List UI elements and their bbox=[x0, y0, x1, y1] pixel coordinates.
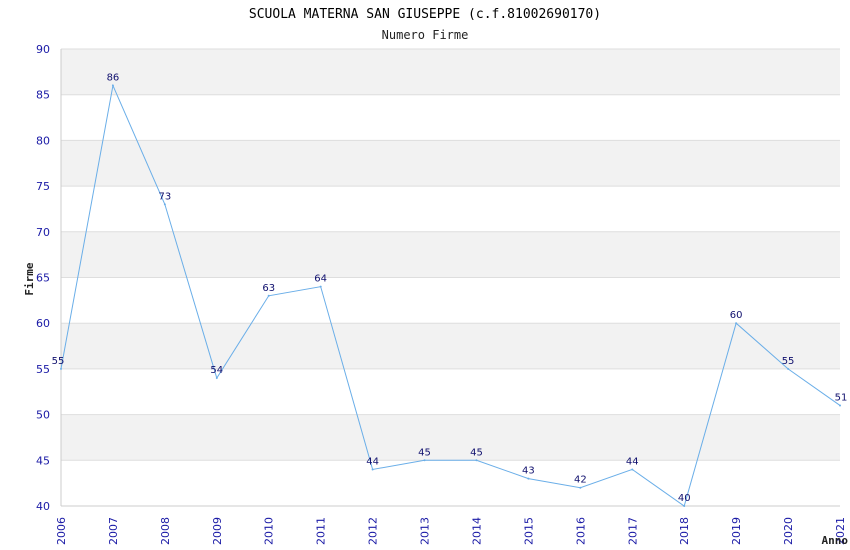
data-point bbox=[475, 459, 478, 462]
x-tick-label: 2019 bbox=[730, 517, 743, 545]
series-line bbox=[60, 83, 841, 507]
data-label: 55 bbox=[52, 356, 65, 367]
chart-subtitle: Numero Firme bbox=[382, 28, 469, 42]
data-point bbox=[735, 322, 738, 325]
data-point bbox=[683, 505, 686, 507]
y-tick-label: 60 bbox=[36, 317, 50, 330]
data-label: 64 bbox=[314, 274, 327, 285]
y-tick-label: 90 bbox=[36, 43, 50, 56]
data-label: 60 bbox=[730, 310, 743, 321]
data-label: 45 bbox=[470, 447, 483, 458]
data-point bbox=[371, 468, 374, 471]
grid-lines bbox=[61, 48, 840, 507]
x-tick-label: 2015 bbox=[522, 517, 535, 545]
data-point bbox=[111, 84, 114, 87]
x-tick-label: 2011 bbox=[315, 517, 328, 545]
y-tick-label: 80 bbox=[36, 134, 50, 147]
data-labels: 55 86 73 54 63 64 44 45 45 43 42 44 40 60 55 51 bbox=[52, 73, 848, 504]
data-point bbox=[267, 294, 270, 297]
data-label: 44 bbox=[366, 456, 379, 467]
data-point bbox=[163, 203, 166, 206]
x-tick-label: 2009 bbox=[211, 517, 224, 545]
data-label: 42 bbox=[574, 475, 587, 486]
data-label: 43 bbox=[522, 466, 535, 477]
data-label: 55 bbox=[782, 356, 795, 367]
data-point bbox=[631, 468, 634, 471]
x-tick-label: 2013 bbox=[419, 517, 432, 545]
data-point bbox=[60, 367, 62, 370]
y-tick-labels: 40 45 50 55 60 65 70 75 80 85 90 bbox=[36, 43, 50, 513]
grid-band bbox=[61, 231, 840, 278]
y-tick-label: 45 bbox=[36, 454, 50, 467]
data-label: 40 bbox=[678, 493, 691, 504]
data-label: 73 bbox=[158, 191, 171, 202]
y-axis-label: Firme bbox=[23, 262, 36, 295]
data-label: 54 bbox=[210, 365, 223, 376]
x-tick-label: 2010 bbox=[263, 517, 276, 545]
x-tick-label: 2018 bbox=[678, 517, 691, 545]
x-tick-label: 2021 bbox=[834, 517, 847, 545]
data-label: 63 bbox=[262, 283, 275, 294]
data-point bbox=[319, 285, 322, 288]
x-tick-label: 2017 bbox=[626, 517, 639, 545]
y-tick-label: 65 bbox=[36, 272, 50, 285]
y-tick-label: 55 bbox=[36, 363, 50, 376]
data-points bbox=[60, 84, 841, 507]
y-tick-label: 70 bbox=[36, 226, 50, 239]
data-label: 44 bbox=[626, 456, 639, 467]
data-label: 86 bbox=[107, 73, 120, 84]
grid-band bbox=[61, 323, 840, 369]
x-tick-label: 2014 bbox=[470, 517, 483, 545]
data-point bbox=[787, 367, 790, 370]
y-tick-label: 75 bbox=[36, 180, 50, 193]
data-point bbox=[579, 486, 582, 489]
chart-title: SCUOLA MATERNA SAN GIUSEPPE (c.f.8100269… bbox=[249, 7, 601, 22]
x-tick-label: 2007 bbox=[107, 517, 120, 545]
x-tick-labels: 2006 2007 2008 2009 2010 2011 2012 2013 2014 2015… bbox=[55, 517, 847, 545]
grid-band bbox=[61, 140, 840, 187]
x-axis-label: Anno bbox=[822, 534, 849, 547]
x-tick-label: 2016 bbox=[574, 517, 587, 545]
x-tick-label: 2008 bbox=[159, 517, 172, 545]
data-point bbox=[423, 459, 426, 462]
grid-band bbox=[61, 414, 840, 461]
x-tick-label: 2006 bbox=[55, 517, 68, 545]
data-label: 51 bbox=[835, 392, 848, 403]
y-tick-label: 40 bbox=[36, 500, 50, 513]
grid-bands bbox=[61, 49, 840, 461]
data-label: 45 bbox=[418, 447, 431, 458]
grid-band bbox=[61, 49, 840, 95]
x-tick-label: 2020 bbox=[782, 517, 795, 545]
data-point bbox=[215, 377, 218, 380]
x-tick-label: 2012 bbox=[367, 517, 380, 545]
data-point bbox=[527, 477, 530, 480]
data-point bbox=[839, 404, 841, 407]
y-tick-label: 50 bbox=[36, 409, 50, 422]
y-tick-label: 85 bbox=[36, 89, 50, 102]
